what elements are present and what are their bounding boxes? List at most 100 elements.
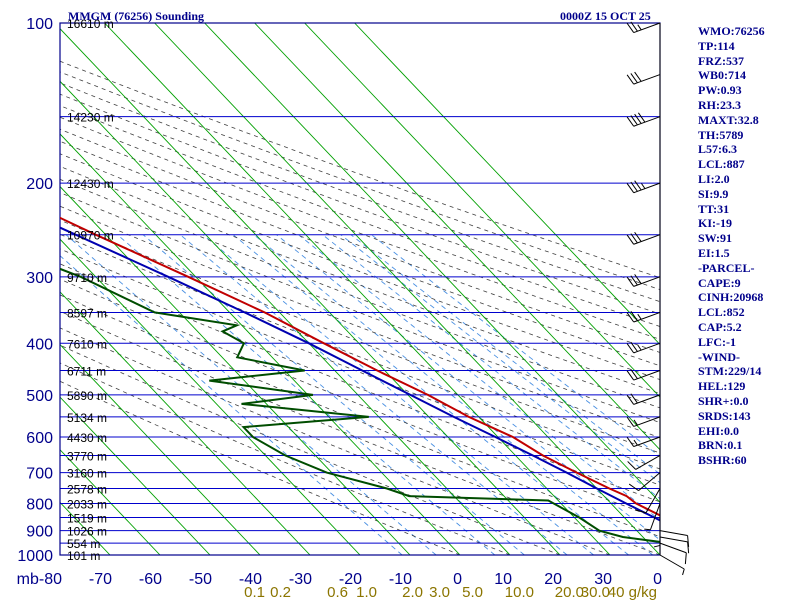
index-row: SHR+:0.0: [698, 393, 749, 408]
mixing-ratio-label: 5.0: [462, 584, 483, 600]
wind-barb-shaft: [633, 394, 661, 405]
wind-barb-shaft: [633, 416, 661, 427]
wind-barb: [627, 455, 661, 470]
index-row: RH:23.3: [698, 97, 741, 112]
index-row: FRZ:537: [698, 53, 744, 68]
wind-barb-feather: [626, 74, 635, 85]
wind-barb: [626, 436, 661, 448]
wind-barb-feather: [630, 233, 638, 244]
wind-barb-feather: [626, 436, 635, 447]
height-label: 10970 m: [67, 229, 114, 243]
wind-barb-shaft: [633, 22, 661, 34]
mixing-ratio-line: [65, 234, 437, 555]
height-label: 6711 m: [67, 365, 106, 379]
temperature-tick-label: 10: [494, 571, 512, 588]
wind-barb: [659, 536, 690, 554]
height-label: 101 m: [67, 549, 100, 563]
wind-barb-shaft: [659, 542, 687, 554]
mixing-ratio-line: [322, 234, 660, 500]
index-row: MAXT:32.8: [698, 112, 759, 127]
temperature-tick-label: -30: [289, 571, 312, 588]
wind-barb-half-feather: [644, 528, 651, 531]
wind-barb: [626, 369, 661, 381]
wind-barb-shaft: [649, 503, 661, 530]
mixing-ratio-line: [350, 234, 660, 475]
wind-barb-feather: [634, 231, 642, 242]
wind-barb-shaft: [633, 311, 661, 323]
temperature-tick-label: 0: [653, 571, 662, 588]
wind-barb-shaft: [633, 74, 661, 85]
chart-title: MMGM (76256) Sounding: [68, 9, 205, 23]
height-label: 554 m: [67, 537, 100, 551]
height-label: 3160 m: [67, 467, 107, 481]
index-row: -PARCEL-: [698, 260, 755, 275]
wind-barb: [653, 517, 661, 548]
height-label: 14230 m: [67, 111, 114, 125]
mixing-ratio-label: 10.0: [505, 584, 534, 600]
mixing-ratio-label: 40 g/kg: [608, 584, 657, 600]
isotherm-line: [60, 28, 561, 555]
wind-barb-shaft: [659, 536, 688, 543]
dewpoint-profile: [60, 267, 660, 543]
wind-barb-shaft: [633, 342, 661, 354]
index-row: KI:-19: [698, 216, 732, 231]
isotherm-line: [60, 396, 211, 555]
height-label: 9710 m: [67, 271, 107, 285]
mixing-ratio-line: [340, 234, 660, 484]
pressure-tick-label: 400: [26, 336, 53, 353]
wind-barb-feather: [630, 341, 638, 352]
wind-barb: [626, 231, 661, 245]
wind-barb: [626, 21, 661, 34]
profiles: [60, 216, 660, 543]
mixing-ratio-label: 20.0: [555, 584, 584, 600]
index-row: PW:0.93: [698, 83, 742, 98]
wind-barb-shaft: [633, 182, 661, 194]
temperature-tick-label: -40: [239, 571, 262, 588]
pressure-tick-label: 100: [26, 16, 53, 33]
mixing-ratio-line: [371, 234, 660, 458]
wind-barb-feather: [626, 370, 635, 381]
isotherm-line: [254, 23, 660, 451]
wind-barb-feather: [627, 461, 637, 470]
pressure-tick-label: 700: [26, 466, 53, 483]
height-label: 1026 m: [67, 525, 107, 539]
mixing-ratio-line: [117, 234, 496, 555]
isobar-lines: [59, 22, 661, 556]
index-row: LFC:-1: [698, 334, 736, 349]
wind-barb-shaft: [633, 234, 661, 245]
mixing-ratio-lines: [60, 234, 660, 555]
index-row: SW:91: [698, 231, 733, 246]
wind-barb-feather: [634, 71, 642, 82]
wind-barb: [634, 488, 661, 514]
isotherm-line: [304, 23, 660, 398]
wind-barb-feather: [626, 116, 635, 127]
wind-barb: [626, 71, 661, 85]
pressure-tick-label: 800: [26, 496, 53, 513]
index-row: CINH:20968: [698, 290, 764, 305]
wind-barb: [626, 180, 661, 194]
wind-barbs: [626, 21, 690, 576]
wind-barb-feather: [630, 115, 638, 126]
wind-barb: [626, 274, 661, 287]
wind-barb: [644, 503, 661, 531]
temperature-profile: [60, 216, 660, 517]
mixing-ratio-line: [179, 234, 568, 555]
height-label: 5890 m: [67, 389, 107, 403]
wind-barb: [659, 554, 685, 576]
wind-barb: [626, 416, 661, 427]
mixing-ratio-label: 0.6: [327, 584, 348, 600]
index-row: TP:114: [698, 38, 735, 53]
index-row: WB0:714: [698, 68, 746, 83]
height-label: 3770 m: [67, 449, 107, 463]
index-row: LI:2.0: [698, 171, 730, 186]
wind-barb-feather: [684, 552, 687, 565]
wind-barb-shaft: [645, 488, 661, 514]
mixing-ratio-line: [276, 234, 660, 541]
wind-barb: [626, 341, 661, 354]
height-label: 1519 m: [67, 511, 107, 525]
wind-barb: [626, 112, 661, 127]
temperature-tick-label: -70: [89, 571, 112, 588]
index-row: TH:5789: [698, 127, 744, 142]
temperature-tick-label: -20: [339, 571, 362, 588]
isotherm-line: [60, 291, 311, 555]
